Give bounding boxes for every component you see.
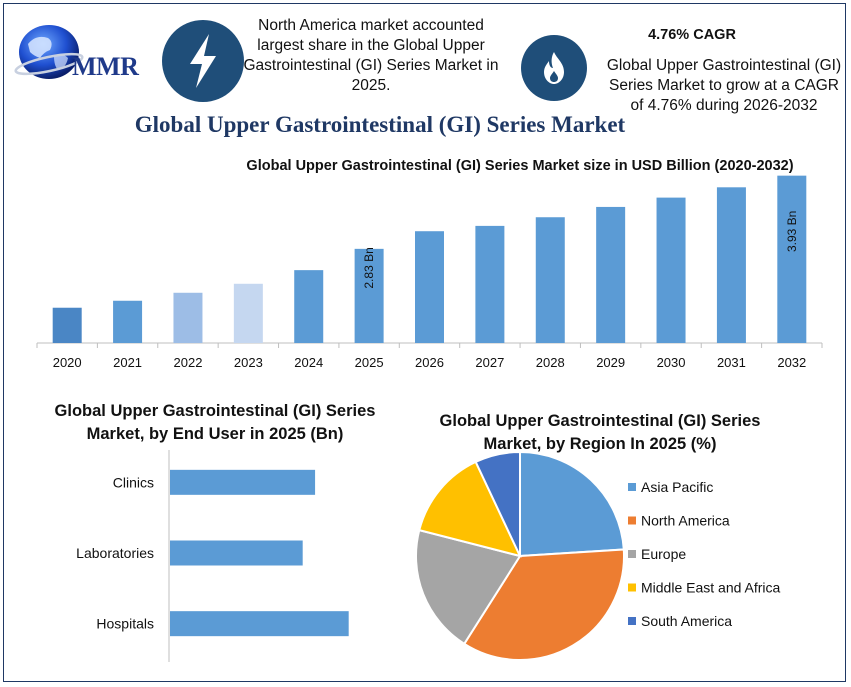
y-tick-label-hospitals: Hospitals bbox=[96, 616, 154, 632]
x-tick-label-2022: 2022 bbox=[174, 355, 203, 370]
bar-hospitals bbox=[170, 611, 349, 637]
bar-2029 bbox=[596, 206, 626, 343]
x-tick-label-2023: 2023 bbox=[234, 355, 263, 370]
legend-swatch-south-america bbox=[628, 617, 636, 625]
x-tick-label-2032: 2032 bbox=[777, 355, 806, 370]
data-label-2025: 2.83 Bn bbox=[362, 247, 376, 288]
bar-2020 bbox=[52, 307, 82, 343]
bar-2021 bbox=[113, 300, 143, 343]
globe-logo-icon bbox=[14, 25, 84, 79]
pie-slice-north-america bbox=[462, 548, 625, 661]
logo-text: MMR bbox=[72, 52, 139, 81]
legend-label-north-america: North America bbox=[641, 513, 730, 529]
bar-2031 bbox=[716, 187, 746, 343]
x-tick-label-2027: 2027 bbox=[475, 355, 504, 370]
region-chart-title: Global Upper Gastrointestinal (GI) Serie… bbox=[439, 412, 761, 453]
pie-slice-south-america bbox=[474, 450, 521, 557]
x-tick-label-2021: 2021 bbox=[113, 355, 142, 370]
cagr-description: Global Upper Gastrointestinal (GI) Serie… bbox=[606, 57, 842, 114]
bar-2027 bbox=[475, 225, 505, 343]
legend-swatch-europe bbox=[628, 550, 636, 558]
legend-swatch-middle-east-and-africa bbox=[628, 583, 636, 592]
pie-slice-middle-east-and-africa bbox=[418, 460, 522, 558]
bar-2025 bbox=[354, 248, 384, 343]
flame-icon bbox=[521, 35, 587, 101]
bar-2024 bbox=[294, 270, 324, 343]
legend-label-middle-east-and-africa: Middle East and Africa bbox=[641, 580, 781, 596]
x-tick-label-2031: 2031 bbox=[717, 355, 746, 370]
market-size-bar-chart: 2020 2021 2022 2023 2024 2025 2026 2027 2028 2029… bbox=[36, 175, 823, 370]
x-tick-label-2020: 2020 bbox=[53, 355, 82, 370]
legend-label-south-america: South America bbox=[641, 613, 732, 629]
lightning-icon bbox=[162, 20, 244, 102]
x-tick-label-2029: 2029 bbox=[596, 355, 625, 370]
data-label-2032: 3.93 Bn bbox=[785, 211, 799, 252]
bar-2028 bbox=[535, 217, 565, 343]
bar-2032 bbox=[777, 175, 807, 343]
x-tick-label-2026: 2026 bbox=[415, 355, 444, 370]
y-tick-label-clinics: Clinics bbox=[113, 474, 154, 490]
bar-laboratories bbox=[170, 540, 303, 566]
bar-2030 bbox=[656, 197, 686, 343]
page-title: Global Upper Gastrointestinal (GI) Serie… bbox=[134, 112, 626, 137]
end-user-chart-title: Global Upper Gastrointestinal (GI) Serie… bbox=[54, 402, 376, 443]
pie-slice-europe bbox=[415, 528, 522, 646]
bar-2023 bbox=[233, 283, 263, 343]
x-tick-label-2024: 2024 bbox=[294, 355, 323, 370]
x-tick-label-2028: 2028 bbox=[536, 355, 565, 370]
x-tick-label-2025: 2025 bbox=[355, 355, 384, 370]
page-frame bbox=[3, 3, 846, 682]
bar-2026 bbox=[415, 231, 444, 343]
legend-swatch-asia-pacific bbox=[628, 483, 636, 491]
region-highlight-text: North America market accounted largest s… bbox=[243, 17, 499, 94]
cagr-title: 4.76% CAGR bbox=[648, 27, 736, 43]
legend-label-asia-pacific: Asia Pacific bbox=[641, 479, 713, 495]
legend-label-europe: Europe bbox=[641, 546, 686, 562]
y-tick-label-laboratories: Laboratories bbox=[76, 545, 154, 561]
bar-clinics bbox=[170, 469, 316, 495]
bar-2022 bbox=[173, 292, 203, 343]
pie-slice-asia-pacific bbox=[519, 450, 625, 558]
market-size-chart-title: Global Upper Gastrointestinal (GI) Serie… bbox=[246, 158, 794, 174]
region-pie-chart: Asia Pacific North America Europe Middle Ea… bbox=[415, 450, 781, 661]
end-user-bar-chart: Clinics Laboratories Hospitals bbox=[76, 450, 349, 662]
x-tick-label-2030: 2030 bbox=[657, 355, 686, 370]
legend-swatch-north-america bbox=[628, 516, 636, 525]
